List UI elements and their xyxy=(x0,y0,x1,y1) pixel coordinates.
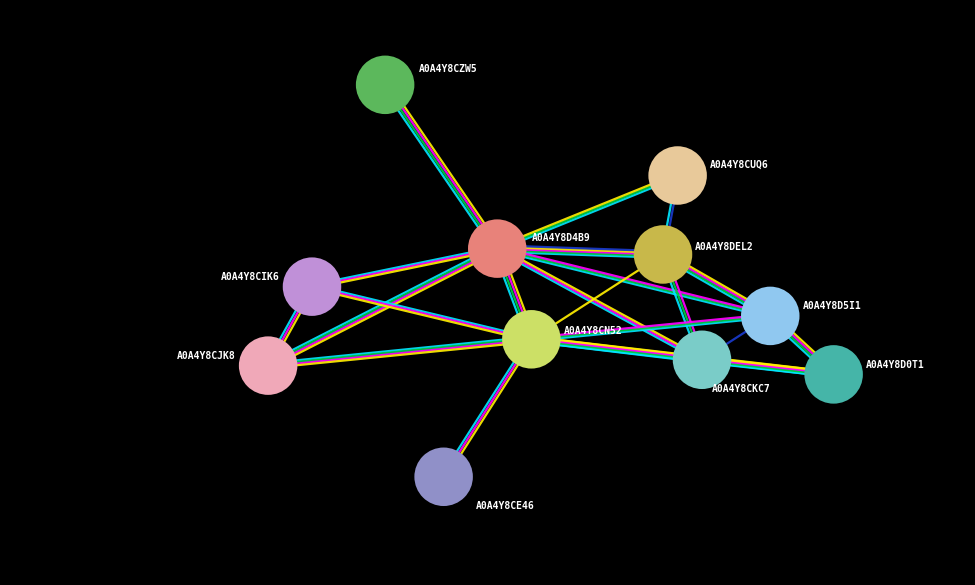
Ellipse shape xyxy=(634,225,692,284)
Ellipse shape xyxy=(356,56,414,114)
Text: A0A4Y8CIK6: A0A4Y8CIK6 xyxy=(221,272,280,282)
Text: A0A4Y8D4B9: A0A4Y8D4B9 xyxy=(531,233,590,243)
Text: A0A4Y8CZW5: A0A4Y8CZW5 xyxy=(419,64,478,74)
Text: A0A4Y8D0T1: A0A4Y8D0T1 xyxy=(866,360,924,370)
Ellipse shape xyxy=(414,448,473,506)
Ellipse shape xyxy=(502,310,561,369)
Ellipse shape xyxy=(673,331,731,389)
Ellipse shape xyxy=(468,219,526,278)
Text: A0A4Y8DEL2: A0A4Y8DEL2 xyxy=(695,242,754,252)
Text: A0A4Y8CN52: A0A4Y8CN52 xyxy=(564,326,622,336)
Ellipse shape xyxy=(741,287,800,345)
Text: A0A4Y8D5I1: A0A4Y8D5I1 xyxy=(802,301,861,311)
Ellipse shape xyxy=(283,257,341,316)
Ellipse shape xyxy=(648,146,707,205)
Ellipse shape xyxy=(239,336,297,395)
Text: A0A4Y8CUQ6: A0A4Y8CUQ6 xyxy=(710,160,768,170)
Ellipse shape xyxy=(804,345,863,404)
Text: A0A4Y8CKC7: A0A4Y8CKC7 xyxy=(712,384,770,394)
Text: A0A4Y8CJK8: A0A4Y8CJK8 xyxy=(177,351,236,361)
Text: A0A4Y8CE46: A0A4Y8CE46 xyxy=(476,501,534,511)
